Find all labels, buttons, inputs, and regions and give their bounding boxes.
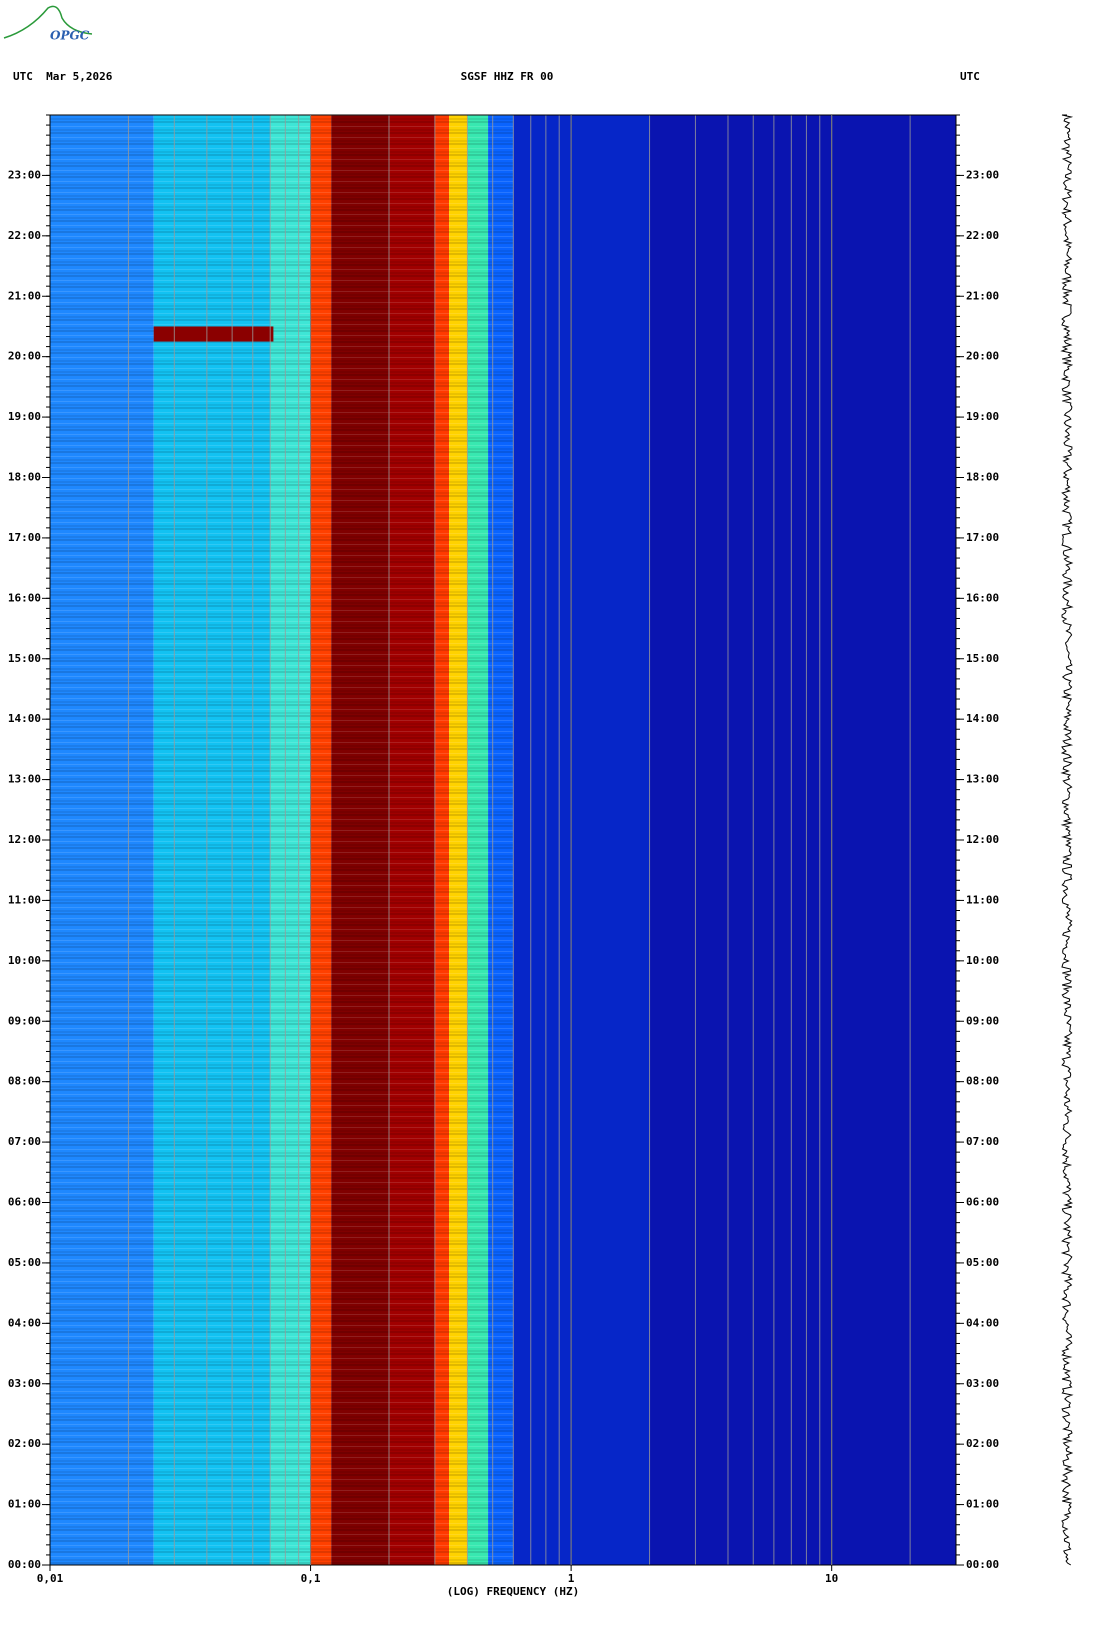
y-tick-label: 02:00 — [8, 1437, 41, 1450]
y-tick-label: 13:00 — [966, 773, 999, 786]
y-tick-label: 01:00 — [8, 1498, 41, 1511]
y-tick-label: 18:00 — [966, 471, 999, 484]
y-tick-label: 17:00 — [966, 531, 999, 544]
seismogram-trace — [1060, 114, 1074, 1566]
x-axis-label: (LOG) FREQUENCY (HZ) — [447, 1585, 579, 1598]
band — [513, 115, 650, 1565]
right-label: UTC — [960, 70, 980, 83]
y-tick-label: 13:00 — [8, 773, 41, 786]
y-tick-label: 03:00 — [8, 1377, 41, 1390]
chart-title: SGSF HHZ FR 00 — [461, 70, 554, 83]
y-tick-label: 11:00 — [8, 893, 41, 906]
y-tick-label: 23:00 — [966, 168, 999, 181]
y-tick-label: 00:00 — [966, 1558, 999, 1571]
x-tick-label: 0,1 — [301, 1572, 321, 1585]
y-tick-label: 12:00 — [966, 833, 999, 846]
x-tick-label: 10 — [825, 1572, 838, 1585]
x-tick-label: 1 — [568, 1572, 575, 1585]
date-label: UTC Mar 5,2026 — [13, 70, 113, 83]
y-tick-label: 16:00 — [8, 591, 41, 604]
y-tick-label: 20:00 — [966, 350, 999, 363]
y-tick-label: 12:00 — [8, 833, 41, 846]
event — [153, 326, 274, 342]
y-tick-label: 09:00 — [966, 1014, 999, 1027]
y-tick-label: 06:00 — [8, 1196, 41, 1209]
y-tick-label: 15:00 — [966, 652, 999, 665]
y-tick-label: 08:00 — [8, 1075, 41, 1088]
y-tick-label: 06:00 — [966, 1196, 999, 1209]
y-tick-label: 00:00 — [8, 1558, 41, 1571]
y-tick-label: 16:00 — [966, 591, 999, 604]
y-tick-label: 05:00 — [8, 1256, 41, 1269]
y-tick-label: 07:00 — [966, 1135, 999, 1148]
y-tick-label: 21:00 — [8, 289, 41, 302]
y-tick-label: 14:00 — [8, 712, 41, 725]
y-tick-label: 09:00 — [8, 1014, 41, 1027]
y-tick-label: 01:00 — [966, 1498, 999, 1511]
y-tick-label: 04:00 — [966, 1316, 999, 1329]
band — [649, 115, 956, 1565]
y-tick-label: 19:00 — [966, 410, 999, 423]
y-tick-label: 10:00 — [966, 954, 999, 967]
y-tick-label: 14:00 — [966, 712, 999, 725]
logo: OPGC — [50, 29, 90, 43]
logo-curve — [3, 5, 93, 39]
y-tick-label: 17:00 — [8, 531, 41, 544]
y-tick-label: 18:00 — [8, 471, 41, 484]
y-tick-label: 23:00 — [8, 168, 41, 181]
y-tick-label: 07:00 — [8, 1135, 41, 1148]
y-tick-label: 21:00 — [966, 289, 999, 302]
y-tick-label: 03:00 — [966, 1377, 999, 1390]
y-tick-label: 15:00 — [8, 652, 41, 665]
y-tick-label: 20:00 — [8, 350, 41, 363]
y-tick-label: 02:00 — [966, 1437, 999, 1450]
x-tick-label: 0,01 — [37, 1572, 64, 1585]
y-tick-label: 22:00 — [8, 229, 41, 242]
y-tick-label: 11:00 — [966, 893, 999, 906]
y-tick-label: 19:00 — [8, 410, 41, 423]
texture — [50, 115, 514, 1565]
y-tick-label: 05:00 — [966, 1256, 999, 1269]
y-tick-label: 10:00 — [8, 954, 41, 967]
y-tick-label: 04:00 — [8, 1316, 41, 1329]
y-tick-label: 22:00 — [966, 229, 999, 242]
y-tick-label: 08:00 — [966, 1075, 999, 1088]
